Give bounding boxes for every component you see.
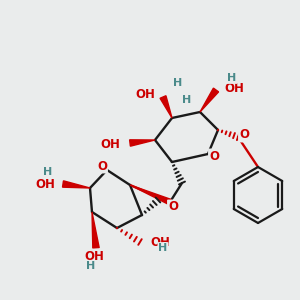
Text: H: H: [86, 261, 96, 271]
Text: O: O: [97, 160, 107, 172]
Text: OH: OH: [84, 250, 104, 262]
Text: H: H: [158, 243, 168, 253]
Text: OH: OH: [135, 88, 155, 101]
Text: OH: OH: [224, 82, 244, 94]
Text: H: H: [227, 73, 237, 83]
Polygon shape: [92, 212, 99, 248]
Polygon shape: [130, 185, 171, 205]
Polygon shape: [62, 181, 90, 188]
Text: H: H: [173, 78, 183, 88]
Text: O: O: [239, 128, 249, 142]
Text: OH: OH: [35, 178, 55, 190]
Text: O: O: [209, 149, 219, 163]
Text: O: O: [168, 200, 178, 214]
Text: H: H: [44, 167, 52, 177]
Polygon shape: [200, 88, 219, 112]
Polygon shape: [160, 96, 172, 118]
Polygon shape: [130, 140, 155, 146]
Text: H: H: [182, 95, 192, 105]
Text: OH: OH: [150, 236, 170, 248]
Text: OH: OH: [100, 139, 120, 152]
